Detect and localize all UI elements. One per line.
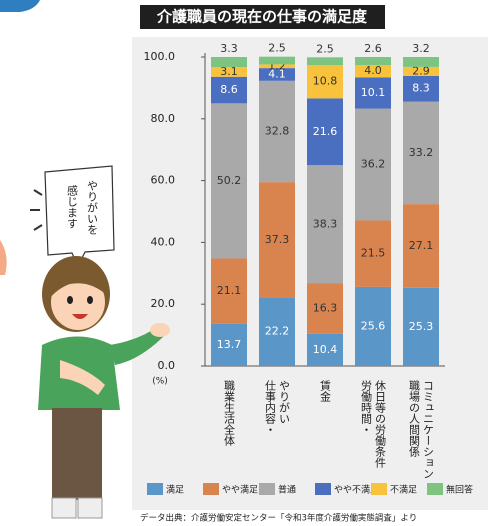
bar-segment <box>211 323 247 366</box>
x-tick-label: コミュニケーション <box>422 380 435 479</box>
value-label: 3.3 <box>220 42 238 55</box>
bar-segment <box>307 65 343 99</box>
bar-segment <box>403 287 439 366</box>
bar-segment <box>355 57 391 66</box>
value-label: 38.3 <box>313 217 338 230</box>
x-tick-label: 職場の人間関係 <box>408 380 421 458</box>
bar-segment <box>307 98 343 166</box>
bar-segment <box>307 283 343 334</box>
legend-swatch <box>371 483 387 495</box>
value-label: 22.2 <box>265 325 290 338</box>
bar-segment <box>211 103 247 259</box>
chart-title: 介護職員の現在の仕事の満足度 <box>156 8 368 26</box>
value-label: 25.6 <box>361 319 386 332</box>
x-tick-label: 休日等の労働条件 <box>374 380 387 469</box>
legend-swatch <box>427 483 443 495</box>
bar-segment <box>211 76 247 104</box>
legend-label: 満足 <box>166 485 184 496</box>
value-label: 21.6 <box>313 125 338 138</box>
value-label: 8.6 <box>220 83 238 96</box>
bar-segment <box>259 182 295 298</box>
bar-segment <box>355 108 391 221</box>
value-label: 21.1 <box>217 284 242 297</box>
value-label: 10.1 <box>361 86 386 99</box>
bar-segment <box>403 204 439 288</box>
speech-bubble <box>44 165 115 268</box>
value-label: 33.2 <box>409 146 434 159</box>
x-tick-label: 職業生活全体 <box>223 380 236 446</box>
value-label: 25.3 <box>409 320 434 333</box>
y-tick-label: 80.0 <box>151 112 176 125</box>
value-label: 37.3 <box>265 233 290 246</box>
value-label: 32.8 <box>265 124 290 137</box>
value-label: 3.2 <box>412 42 430 55</box>
bar-segment <box>403 75 439 102</box>
source: データ出典：介護労働安定センター「令和3年度介護労働実態調査」より <box>140 513 417 524</box>
decoration <box>0 0 40 12</box>
y-tick-label: 40.0 <box>151 235 176 248</box>
y-tick-label: 0.0 <box>158 359 176 372</box>
y-tick-label: 100.0 <box>144 50 176 63</box>
x-tick-label: 賃金 <box>319 379 332 402</box>
x-tick-label: 労働時間・ <box>360 379 373 435</box>
legend-label: やや不満足 <box>334 485 379 496</box>
bar-segment <box>307 333 343 366</box>
legend-swatch <box>259 483 275 495</box>
bar-segment <box>259 64 295 69</box>
value-label: 10.4 <box>313 343 338 356</box>
legend-label: 不満足 <box>390 485 417 496</box>
bar-segment <box>211 258 247 324</box>
value-label: 2.6 <box>364 42 382 55</box>
x-tick-label: 仕事内容・ <box>264 380 277 435</box>
bar-segment <box>259 80 295 183</box>
bar-segment <box>355 77 391 109</box>
title-box <box>140 5 385 29</box>
value-label: 10.8 <box>313 75 338 88</box>
legend-swatch <box>147 483 163 495</box>
bubble-lines <box>30 189 43 231</box>
value-label: 21.5 <box>361 247 386 260</box>
value-label: 50.2 <box>217 174 242 187</box>
bar-segment <box>403 101 439 205</box>
value-label: 13.7 <box>217 338 242 351</box>
legend-swatch <box>203 483 219 495</box>
value-label: 2.9 <box>412 64 430 77</box>
value-label: 16.3 <box>313 302 338 315</box>
legend-label: 普通 <box>278 484 296 496</box>
value-label: 4.1 <box>268 67 286 80</box>
value-label: 2.5 <box>268 42 286 55</box>
y-tick-label: 60.0 <box>151 174 176 187</box>
value-label: 3.1 <box>220 65 238 78</box>
bar-segment <box>211 67 247 77</box>
value-label: 4.0 <box>364 64 382 77</box>
x-tick-label: やりがい <box>278 380 291 424</box>
bar-segment <box>307 165 343 284</box>
bar-segment <box>355 220 391 287</box>
value-label: 8.3 <box>412 82 430 95</box>
value-label: 2.5 <box>316 42 334 55</box>
bar-segment <box>355 286 391 366</box>
bar-segment <box>403 57 439 67</box>
bar-segment <box>307 57 343 66</box>
bar-segment <box>355 65 391 78</box>
legend-label: やや満足 <box>222 485 258 496</box>
bar-segment <box>259 68 295 81</box>
bubble-text: 感じます <box>66 185 79 229</box>
bar-segment <box>259 297 295 366</box>
legend-label: 無回答 <box>446 484 473 496</box>
bar-segment <box>211 57 247 68</box>
bar-segment <box>259 56 295 65</box>
y-tick-label: 20.0 <box>151 297 176 310</box>
value-label: 36.2 <box>361 158 386 171</box>
unit-label: (%) <box>152 377 168 387</box>
legend-swatch <box>315 483 331 495</box>
value-label: 27.1 <box>409 239 434 252</box>
bar-segment <box>403 66 439 76</box>
bubble-text: やりがいを <box>86 180 99 235</box>
character <box>0 240 170 519</box>
